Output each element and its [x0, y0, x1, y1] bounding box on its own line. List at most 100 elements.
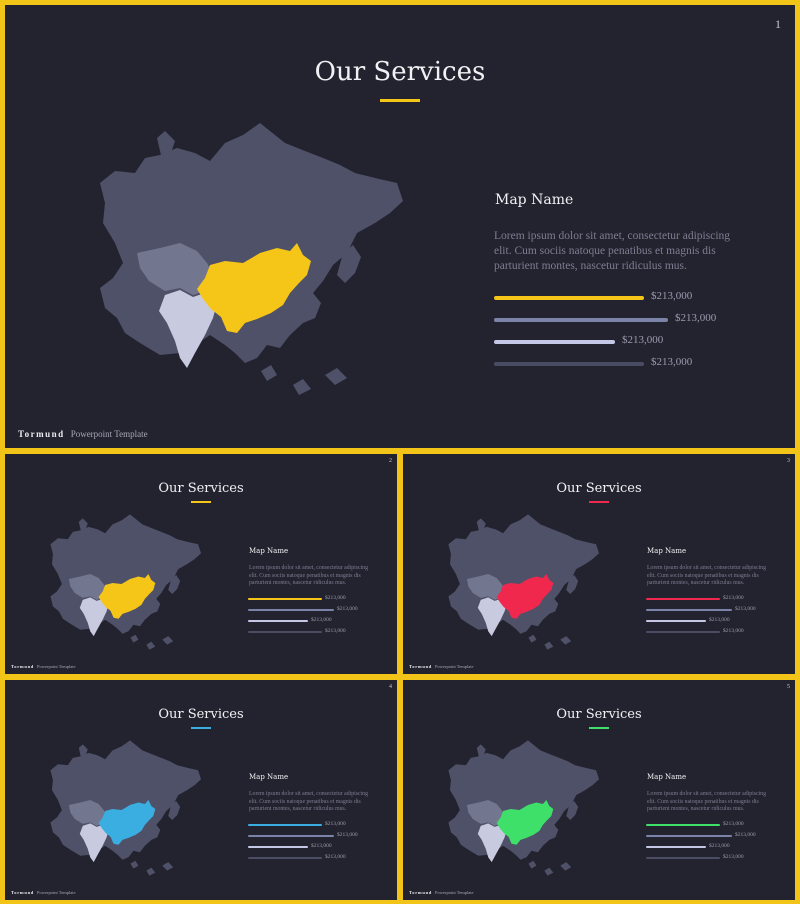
- island-land: [146, 867, 156, 876]
- value-label: $213,000: [311, 842, 332, 849]
- asia-landmass: [100, 123, 403, 363]
- footer-subtitle: Powerpoint Template: [70, 429, 148, 439]
- japan-land: [168, 575, 181, 594]
- india-region: [79, 823, 109, 863]
- footer: Tormund Powerpoint Template: [11, 890, 75, 895]
- title-underline: [191, 727, 211, 729]
- value-bar: [494, 362, 644, 366]
- value-bar: [494, 318, 668, 322]
- map-name-heading: Map Name: [495, 192, 574, 208]
- description-paragraph: Lorem ipsum dolor sit amet, consectetur …: [249, 791, 368, 812]
- value-bar: [646, 631, 720, 633]
- island-land: [293, 379, 311, 395]
- slide-2[interactable]: 2 Our Services Map Name Lorem ipsum dolo…: [5, 454, 397, 674]
- slide-4[interactable]: 4 Our Services Map Name Lorem ipsum dolo…: [5, 680, 397, 900]
- map-container: [441, 509, 605, 659]
- scandinavia-land: [78, 518, 88, 531]
- footer: Tormund Powerpoint Template: [409, 890, 473, 895]
- map-container: [43, 509, 207, 659]
- scandinavia-land: [476, 518, 486, 531]
- island-land: [560, 636, 572, 645]
- island-land: [162, 862, 174, 871]
- value-bar: [248, 631, 322, 633]
- value-bar: [494, 296, 644, 300]
- value-label: $213,000: [325, 594, 346, 601]
- slide-1[interactable]: 1 Our Services Map Name Lorem ipsum dolo…: [5, 5, 795, 448]
- footer: Tormund Powerpoint Template: [11, 664, 75, 669]
- map-name-heading: Map Name: [647, 773, 687, 781]
- value-label: $213,000: [723, 627, 744, 634]
- footer: Tormund Powerpoint Template: [409, 664, 473, 669]
- island-land: [130, 860, 139, 869]
- map-container: [43, 735, 207, 885]
- footer-brand: Tormund: [11, 664, 34, 669]
- china-region: [98, 800, 156, 845]
- island-land: [261, 365, 277, 381]
- footer-subtitle: Powerpoint Template: [37, 890, 76, 895]
- slide-3[interactable]: 3 Our Services Map Name Lorem ipsum dolo…: [403, 454, 795, 674]
- title-underline: [589, 727, 609, 729]
- asia-landmass: [50, 514, 202, 634]
- island-land: [130, 634, 139, 643]
- slide-title: Our Services: [556, 481, 642, 496]
- footer-subtitle: Powerpoint Template: [435, 664, 474, 669]
- slide-title: Our Services: [314, 57, 486, 87]
- value-label: $213,000: [325, 820, 346, 827]
- japan-land: [168, 801, 181, 820]
- value-label: $213,000: [723, 853, 744, 860]
- japan-land: [566, 801, 579, 820]
- value-bar: [248, 824, 322, 826]
- asia-map: [50, 740, 202, 876]
- asia-landmass: [448, 740, 600, 860]
- island-land: [560, 862, 572, 871]
- footer-subtitle: Powerpoint Template: [435, 890, 474, 895]
- value-label: $213,000: [735, 831, 756, 838]
- footer: Tormund Powerpoint Template: [18, 429, 148, 439]
- title-underline: [191, 501, 211, 503]
- footer-brand: Tormund: [11, 890, 34, 895]
- value-label: $213,000: [675, 311, 717, 324]
- asia-map: [50, 514, 202, 650]
- value-bar: [646, 598, 720, 600]
- asia-map: [448, 514, 600, 650]
- slide-title: Our Services: [158, 481, 244, 496]
- footer-brand: Tormund: [409, 890, 432, 895]
- island-land: [544, 641, 554, 650]
- value-label: $213,000: [735, 605, 756, 612]
- china-region: [496, 800, 554, 845]
- india-region: [477, 597, 507, 637]
- value-bar: [248, 857, 322, 859]
- map-name-heading: Map Name: [249, 773, 289, 781]
- value-bar: [248, 846, 308, 848]
- map-name-heading: Map Name: [647, 547, 687, 555]
- description-paragraph: Lorem ipsum dolor sit amet, consectetur …: [494, 230, 731, 272]
- map-container: [85, 113, 415, 413]
- value-label: $213,000: [651, 289, 693, 302]
- slide-number: 5: [787, 684, 790, 690]
- slide-number: 2: [389, 458, 392, 464]
- footer-subtitle: Powerpoint Template: [37, 664, 76, 669]
- china-region: [197, 243, 311, 333]
- value-bar: [494, 340, 615, 344]
- china-region: [496, 574, 554, 619]
- india-region: [79, 597, 109, 637]
- island-land: [146, 641, 156, 650]
- island-land: [528, 634, 537, 643]
- island-land: [544, 867, 554, 876]
- asia-landmass: [50, 740, 202, 860]
- slide-number: 4: [389, 684, 392, 690]
- scandinavia-land: [157, 131, 175, 155]
- india-region: [159, 290, 217, 368]
- island-land: [325, 368, 347, 385]
- west-asia-region: [68, 800, 108, 826]
- value-label: $213,000: [311, 616, 332, 623]
- slide-5[interactable]: 5 Our Services Map Name Lorem ipsum dolo…: [403, 680, 795, 900]
- asia-map: [100, 123, 403, 395]
- map-name-heading: Map Name: [249, 547, 289, 555]
- value-bar: [248, 620, 308, 622]
- value-bar: [248, 598, 322, 600]
- footer-brand: Tormund: [18, 429, 65, 439]
- value-label: $213,000: [325, 853, 346, 860]
- value-bar: [646, 609, 732, 611]
- value-bar: [248, 609, 334, 611]
